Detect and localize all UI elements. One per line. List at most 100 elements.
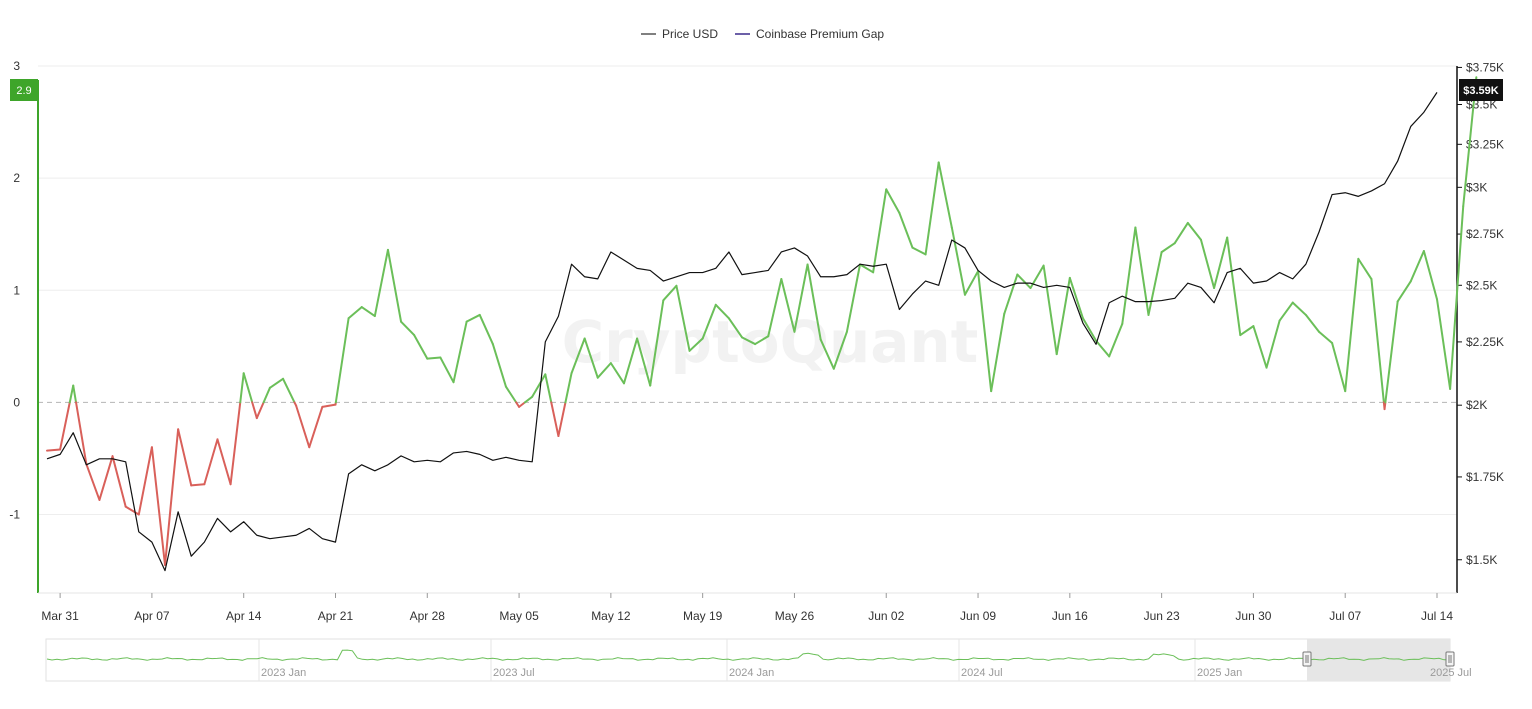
- right-value-badge: $3.59K: [1459, 79, 1503, 101]
- premium-segment: [386, 248, 403, 323]
- premium-segment: [1199, 238, 1216, 290]
- premium-segment: [1422, 250, 1438, 301]
- premium-segment: [1173, 221, 1189, 245]
- y-right-tick-label: $3.75K: [1466, 60, 1504, 74]
- premium-segment: [75, 401, 88, 466]
- navigator-left-handle-box[interactable]: [1302, 651, 1312, 667]
- premium-segment: [98, 455, 114, 501]
- grid-layer: [38, 65, 1457, 516]
- premium-segment: [478, 313, 494, 346]
- premium-segment: [452, 320, 468, 384]
- premium-segment: [251, 401, 258, 420]
- y-right-tick-label: $1.75K: [1466, 470, 1504, 484]
- premium-segment: [531, 373, 547, 398]
- premium-segment: [662, 284, 678, 302]
- x-tick-label: Mar 31: [41, 609, 79, 623]
- premium-segment: [1278, 301, 1294, 322]
- y-right-tick-label: $2.75K: [1466, 227, 1504, 241]
- navigator-label: 2024 Jul: [961, 667, 1003, 679]
- premium-segment: [1186, 221, 1202, 241]
- premium-segment: [308, 405, 324, 449]
- premium-segment: [859, 263, 875, 274]
- premium-segment: [282, 377, 296, 404]
- premium-segment: [767, 278, 783, 338]
- premium-segment: [242, 372, 254, 404]
- navigator-label: 2023 Jul: [493, 667, 535, 679]
- right-badge-bg: [1459, 79, 1503, 101]
- premium-segment: [1384, 300, 1399, 404]
- x-tick-label: May 12: [591, 609, 631, 623]
- premium-segment: [177, 428, 193, 487]
- premium-segment: [1331, 341, 1347, 393]
- x-tick-label: May 05: [499, 609, 539, 623]
- premium-segment: [1055, 276, 1071, 356]
- y-right-tick-label: $3K: [1466, 180, 1487, 194]
- premium-segment: [1265, 319, 1281, 369]
- premium-segment: [255, 401, 265, 420]
- premium-segment: [1344, 257, 1360, 393]
- premium-segment: [1317, 330, 1334, 344]
- legend-item-premium[interactable]: Coinbase Premium Gap: [735, 27, 884, 41]
- legend[interactable]: Price USD Coinbase Premium Gap: [641, 27, 884, 41]
- premium-segment: [963, 270, 980, 296]
- premium-segment: [190, 483, 206, 487]
- navigator-label: 2025 Jan: [1197, 667, 1242, 679]
- x-tick-label: Apr 21: [318, 609, 354, 623]
- premium-segment: [977, 270, 993, 393]
- premium-segment: [334, 317, 350, 404]
- premium-segment: [295, 404, 311, 449]
- left-badge-text: 2.9: [16, 85, 31, 97]
- x-tick-label: Jun 02: [868, 609, 904, 623]
- premium-segment: [806, 263, 822, 341]
- premium-segment: [564, 372, 573, 404]
- premium-series[interactable]: [46, 76, 1478, 566]
- x-tick-label: May 26: [775, 609, 815, 623]
- premium-segment: [1304, 313, 1320, 333]
- navigator-label: 2025 Jul: [1430, 667, 1472, 679]
- premium-segment: [596, 362, 612, 379]
- navigator-dividers: [258, 639, 1429, 681]
- premium-segment: [1121, 226, 1137, 325]
- premium-segment: [570, 337, 586, 375]
- premium-segment: [741, 336, 757, 346]
- premium-segment: [400, 320, 416, 337]
- premium-segment: [216, 438, 232, 486]
- premium-segment: [491, 343, 507, 388]
- premium-segment: [550, 401, 560, 438]
- navigator-label: 2023 Jan: [261, 667, 306, 679]
- y-right-tick-label: $2.5K: [1466, 278, 1497, 292]
- premium-segment: [1042, 264, 1058, 356]
- premium-segment: [85, 463, 101, 501]
- navigator-right-handle-box[interactable]: [1445, 651, 1455, 667]
- premium-segment: [649, 299, 665, 387]
- left-badge-bg: [10, 79, 38, 101]
- price-series[interactable]: [46, 92, 1438, 572]
- premium-segment: [1213, 236, 1229, 290]
- premium-segment: [898, 211, 914, 249]
- y-left-tick-label: 1: [13, 283, 20, 297]
- x-tick-label: Jul 07: [1329, 609, 1361, 623]
- premium-segment: [1370, 278, 1385, 404]
- navigator[interactable]: 2023 Jan 2023 Jul 2024 Jan 2024 Jul 2025 Jan…: [45, 638, 1472, 682]
- premium-segment: [137, 446, 153, 516]
- premium-segment: [465, 313, 481, 323]
- y-right-tick-label: $2.25K: [1466, 335, 1504, 349]
- premium-segment: [950, 226, 966, 296]
- premium-segment: [439, 356, 455, 384]
- navigator-mini-series: [46, 649, 1449, 661]
- navigator-selection[interactable]: [1307, 639, 1450, 681]
- premium-segment: [111, 455, 127, 508]
- premium-segment: [636, 337, 652, 387]
- legend-item-price[interactable]: Price USD: [641, 27, 718, 41]
- navigator-left-handle[interactable]: [1302, 651, 1312, 667]
- premium-segment: [229, 401, 242, 486]
- navigator-right-handle[interactable]: [1445, 651, 1455, 667]
- premium-segment: [68, 384, 75, 404]
- premium-segment: [373, 248, 389, 318]
- premium-segment: [885, 188, 901, 214]
- premium-segment: [1095, 339, 1111, 358]
- y-right-tick-label: $2K: [1466, 398, 1487, 412]
- premium-segment: [504, 385, 518, 404]
- premium-segment: [59, 401, 71, 451]
- x-tick-label: Apr 28: [410, 609, 446, 623]
